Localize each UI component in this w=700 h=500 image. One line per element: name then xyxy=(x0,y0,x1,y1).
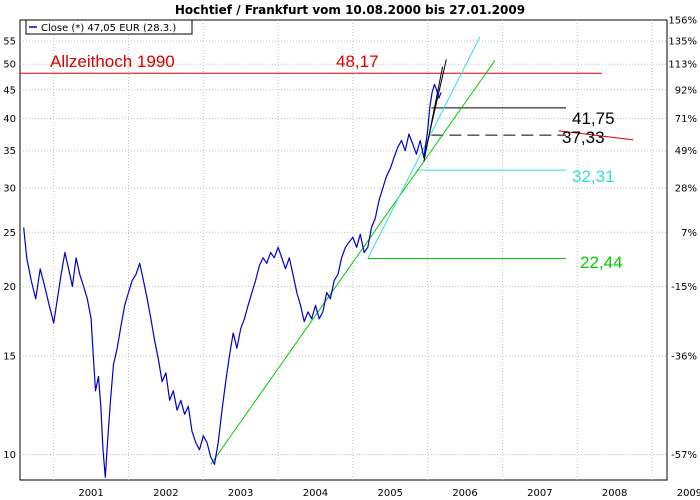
legend-label: Close (*) 47,05 EUR (28.3.) xyxy=(41,23,176,34)
x-tick-label: 2005 xyxy=(378,488,403,499)
x-tick-label: 2004 xyxy=(303,488,328,499)
value-41: 41,75 xyxy=(572,109,615,128)
price-series-line xyxy=(23,83,442,478)
y2-tick-label: -36% xyxy=(671,352,697,363)
y2-tick-label: -57% xyxy=(671,450,697,461)
x-tick-label: 2003 xyxy=(228,488,253,499)
value-32: 32,31 xyxy=(572,167,615,186)
legend-box xyxy=(25,19,193,35)
y2-tick-label: -15% xyxy=(671,282,697,293)
plot-frame xyxy=(19,19,668,481)
trend-cyan xyxy=(367,36,481,259)
red-mark-37 xyxy=(558,130,634,141)
y-tick-label: 50 xyxy=(3,60,16,71)
y-tick-label: 40 xyxy=(3,114,16,125)
y2-tick-label: 7% xyxy=(681,228,697,239)
y-tick-label: 10 xyxy=(3,450,16,461)
x-tick-label: 2001 xyxy=(78,488,103,499)
overlay-lines xyxy=(20,36,634,465)
y2-tick-label: 92% xyxy=(675,85,697,96)
y-tick-label: 20 xyxy=(3,282,16,293)
y2-tick-label: 135% xyxy=(668,37,697,48)
y2-tick-label: 71% xyxy=(675,114,697,125)
y-tick-label: 15 xyxy=(3,352,16,363)
ath-label: Allzeithoch 1990 xyxy=(50,52,175,71)
x-tick-label: 2007 xyxy=(527,488,552,499)
chart-title: Hochtief / Frankfurt vom 10.08.2000 bis … xyxy=(175,3,525,17)
ath-value: 48,17 xyxy=(336,52,379,71)
y-tick-label: 35 xyxy=(3,146,16,157)
y2-tick-label: 113% xyxy=(668,60,697,71)
y-tick-label: 55 xyxy=(3,37,16,48)
x-tick-label: 2002 xyxy=(153,488,178,499)
value-22: 22,44 xyxy=(580,253,623,272)
y2-tick-label: 28% xyxy=(675,184,697,195)
trend-short-black-2 xyxy=(423,66,444,162)
y-tick-label: 45 xyxy=(3,85,16,96)
x-tick-label: 2006 xyxy=(452,488,477,499)
value-37: 37,33 xyxy=(562,128,605,147)
y2-tick-label: 156% xyxy=(668,16,697,27)
x-tick-label: 2008 xyxy=(602,488,627,499)
y-tick-label: 25 xyxy=(3,228,16,239)
trend-long-green xyxy=(210,60,496,465)
tick-labels: 10 15 20 25 30 35 40 45 50 55 156% 135% 113% 92% 71% 49… xyxy=(3,16,700,500)
y2-tick-label: 49% xyxy=(675,146,697,157)
y-tick-label: 30 xyxy=(3,184,16,195)
x-tick-label: 2009 xyxy=(677,488,700,499)
legend: Close (*) 47,05 EUR (28.3.) xyxy=(25,19,193,35)
series-layer xyxy=(23,83,442,478)
